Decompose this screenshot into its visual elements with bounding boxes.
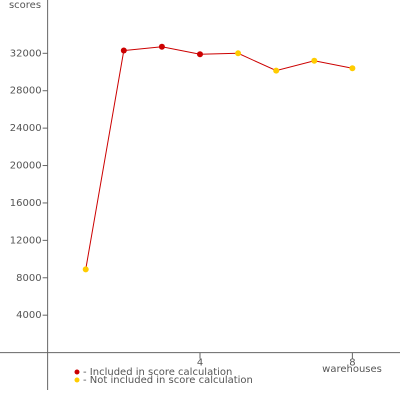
y-tick-label: 24000 [10,123,42,134]
y-tick-label: 32000 [10,48,42,59]
point [349,65,356,72]
y-axis-label: scores [9,0,41,11]
point [235,50,242,57]
legend-label: - Not included in score calculation [83,375,253,386]
legend-marker [74,377,80,383]
legend-label: - Included in score calculation [83,367,232,378]
y-tick-label: 8000 [16,273,41,284]
point [311,57,318,64]
y-tick-label: 16000 [10,198,42,209]
x-tick-label: 4 [197,358,203,369]
legend-marker [74,369,80,375]
y-tick-label: 4000 [16,310,41,321]
x-tick-label: 8 [349,358,355,369]
x-axis-label: warehouses [322,364,382,375]
point [82,266,89,273]
point [120,47,127,54]
point [273,67,280,74]
y-tick-label: 12000 [10,235,42,246]
y-tick-label: 28000 [10,86,42,97]
point [158,43,165,50]
series-line [85,46,353,270]
y-tick-label: 20000 [10,161,42,172]
point [197,51,203,58]
